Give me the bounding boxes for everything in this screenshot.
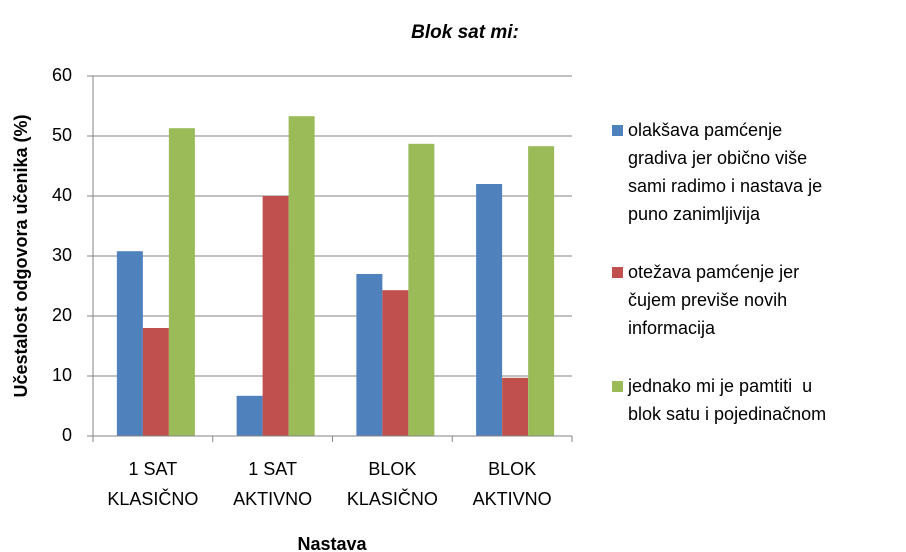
bar: [236, 395, 263, 436]
y-tick-label: 20: [52, 305, 72, 325]
bar: [356, 274, 383, 436]
legend-swatch: [612, 125, 623, 136]
legend-item: jednako mi je pamtiti u blok satu i poje…: [610, 372, 906, 428]
bar: [116, 251, 143, 436]
bar: [502, 377, 529, 436]
bar: [168, 128, 195, 436]
x-tick-label: 1 SAT KLASIČNO: [107, 459, 198, 509]
bar: [262, 196, 289, 436]
y-axis-label: Učestalost odgovora učenika (%): [11, 114, 31, 397]
legend: olakšava pamćenje gradiva jer obično viš…: [610, 116, 906, 458]
bar: [382, 290, 409, 436]
bar: [476, 184, 503, 436]
y-tick-label: 40: [52, 185, 72, 205]
y-tick-label: 0: [62, 425, 72, 445]
x-tick-label: BLOK AKTIVNO: [473, 459, 552, 509]
y-tick-label: 10: [52, 365, 72, 385]
chart-title: Blok sat mi:: [411, 22, 519, 43]
bar: [528, 146, 555, 436]
x-tick-label: 1 SAT AKTIVNO: [233, 459, 312, 509]
legend-label: jednako mi je pamtiti u blok satu i poje…: [628, 376, 827, 424]
bar: [408, 143, 435, 437]
bar: [288, 116, 315, 436]
y-tick-label: 50: [52, 125, 72, 145]
legend-label: olakšava pamćenje gradiva jer obično viš…: [628, 120, 823, 224]
x-tick-label: BLOK KLASIČNO: [347, 459, 438, 509]
legend-swatch: [612, 267, 623, 278]
legend-item: olakšava pamćenje gradiva jer obično viš…: [610, 116, 906, 228]
legend-swatch: [612, 381, 623, 392]
legend-label: otežava pamćenje jer čujem previše novih…: [628, 262, 800, 338]
y-tick-label: 60: [52, 65, 72, 85]
bar: [142, 328, 169, 436]
legend-item: otežava pamćenje jer čujem previše novih…: [610, 258, 906, 342]
x-axis-label: Nastava: [297, 534, 367, 552]
y-tick-label: 30: [52, 245, 72, 265]
